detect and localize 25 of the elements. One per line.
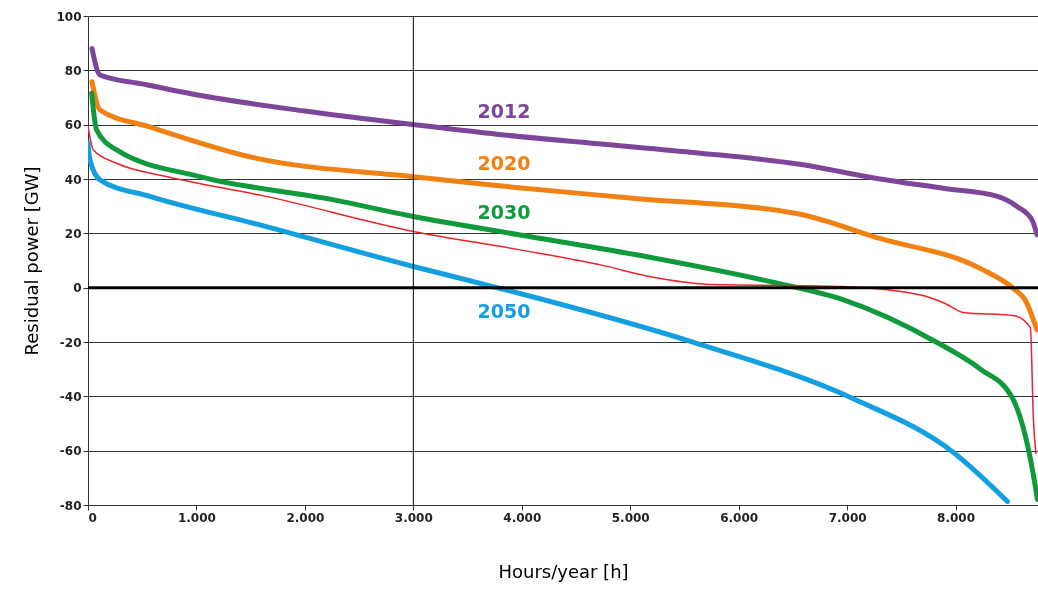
x-tick-label: 3.000 [394,510,433,525]
y-tick-label: 40 [64,172,82,187]
y-tick-label: -60 [59,444,82,459]
y-tick-label: 60 [64,118,82,133]
y-axis-title: Residual power [GW] [21,166,43,356]
y-tick-label: 100 [56,9,82,24]
series-label: 2030 [477,200,531,223]
y-tick-label: -20 [59,335,82,350]
y-tick-label: -40 [59,389,82,404]
series-label: 2020 [477,151,531,174]
x-tick-label: 2.000 [286,510,325,525]
x-tick-label: 6.000 [720,510,759,525]
series-label: 2050 [477,300,531,323]
y-tick-label: 0 [73,281,82,296]
y-tick-label: 80 [64,63,82,78]
x-tick-label: 0 [88,510,97,525]
x-tick-label: 1.000 [177,510,216,525]
series-label: 2012 [477,100,531,123]
x-tick-label: 7.000 [828,510,867,525]
x-tick-label: 8.000 [937,510,976,525]
x-tick-label: 5.000 [611,510,650,525]
y-tick-label: 20 [64,226,82,241]
y-tick-label: -80 [59,498,82,513]
x-tick-label: 4.000 [503,510,542,525]
x-axis-title: Hours/year [h] [498,560,629,582]
